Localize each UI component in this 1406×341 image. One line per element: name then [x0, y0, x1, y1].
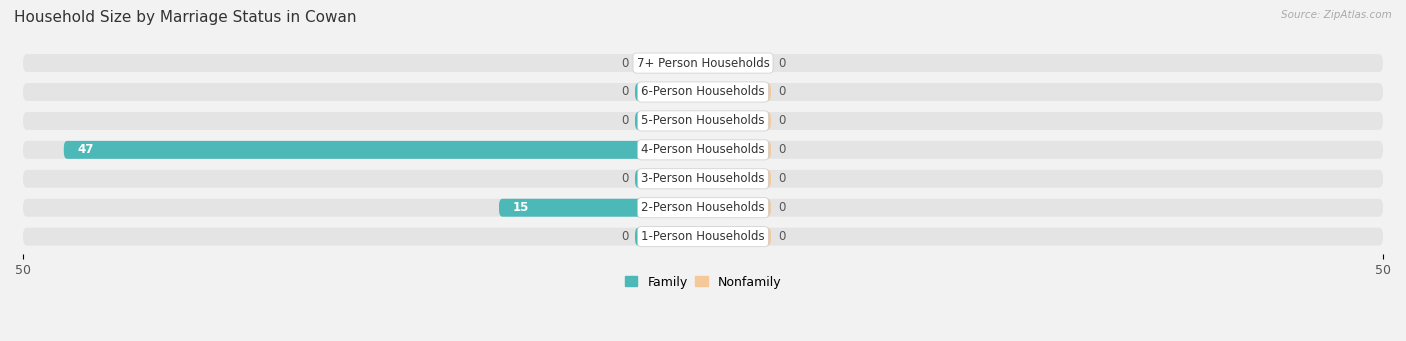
- Legend: Family, Nonfamily: Family, Nonfamily: [620, 271, 786, 294]
- FancyBboxPatch shape: [703, 170, 770, 188]
- Text: 5-Person Households: 5-Person Households: [641, 115, 765, 128]
- Text: 0: 0: [621, 57, 628, 70]
- FancyBboxPatch shape: [636, 112, 703, 130]
- Text: Household Size by Marriage Status in Cowan: Household Size by Marriage Status in Cow…: [14, 10, 357, 25]
- FancyBboxPatch shape: [703, 228, 770, 246]
- Text: 0: 0: [778, 172, 785, 185]
- FancyBboxPatch shape: [22, 54, 1384, 72]
- Text: 0: 0: [778, 230, 785, 243]
- FancyBboxPatch shape: [22, 112, 1384, 130]
- FancyBboxPatch shape: [703, 83, 770, 101]
- Text: Source: ZipAtlas.com: Source: ZipAtlas.com: [1281, 10, 1392, 20]
- Text: 0: 0: [621, 115, 628, 128]
- Text: 0: 0: [778, 143, 785, 157]
- Text: 0: 0: [621, 230, 628, 243]
- Text: 47: 47: [77, 143, 94, 157]
- Text: 1-Person Households: 1-Person Households: [641, 230, 765, 243]
- FancyBboxPatch shape: [703, 199, 770, 217]
- FancyBboxPatch shape: [22, 228, 1384, 246]
- Text: 0: 0: [778, 201, 785, 214]
- Text: 0: 0: [621, 86, 628, 99]
- Text: 0: 0: [778, 86, 785, 99]
- Text: 3-Person Households: 3-Person Households: [641, 172, 765, 185]
- FancyBboxPatch shape: [703, 54, 770, 72]
- Text: 0: 0: [621, 172, 628, 185]
- Text: 7+ Person Households: 7+ Person Households: [637, 57, 769, 70]
- FancyBboxPatch shape: [22, 170, 1384, 188]
- FancyBboxPatch shape: [22, 141, 1384, 159]
- FancyBboxPatch shape: [22, 83, 1384, 101]
- Text: 0: 0: [778, 115, 785, 128]
- Text: 4-Person Households: 4-Person Households: [641, 143, 765, 157]
- FancyBboxPatch shape: [636, 228, 703, 246]
- FancyBboxPatch shape: [703, 141, 770, 159]
- FancyBboxPatch shape: [636, 54, 703, 72]
- Text: 0: 0: [778, 57, 785, 70]
- FancyBboxPatch shape: [636, 83, 703, 101]
- FancyBboxPatch shape: [63, 141, 703, 159]
- Text: 15: 15: [513, 201, 529, 214]
- Text: 6-Person Households: 6-Person Households: [641, 86, 765, 99]
- FancyBboxPatch shape: [636, 170, 703, 188]
- FancyBboxPatch shape: [22, 199, 1384, 217]
- Text: 2-Person Households: 2-Person Households: [641, 201, 765, 214]
- FancyBboxPatch shape: [703, 112, 770, 130]
- FancyBboxPatch shape: [499, 199, 703, 217]
